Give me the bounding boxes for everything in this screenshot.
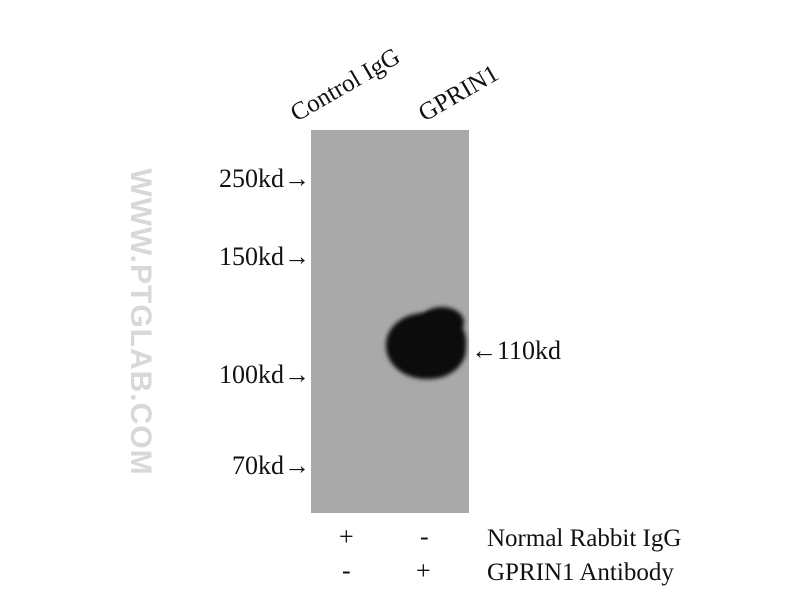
sign: - (342, 556, 351, 585)
condition-label: Normal Rabbit IgG (487, 525, 682, 552)
marker-150: 150kd→ (219, 242, 310, 271)
sign: + (339, 522, 354, 551)
sign: - (420, 522, 429, 551)
protein-band-top (420, 307, 464, 337)
watermark: WWW.PTGLAB.COM (124, 168, 157, 476)
marker-250: 250kd→ (219, 164, 310, 193)
marker-70: 70kd→ (232, 451, 310, 480)
lane-label-gprin1: GPRIN1 (414, 59, 504, 128)
condition-label: GPRIN1 Antibody (487, 559, 674, 586)
marker-100: 100kd→ (219, 360, 310, 389)
target-size-label: ←110kd (471, 336, 562, 365)
sign: + (416, 556, 431, 585)
lane-label-control: Control IgG (286, 42, 405, 128)
